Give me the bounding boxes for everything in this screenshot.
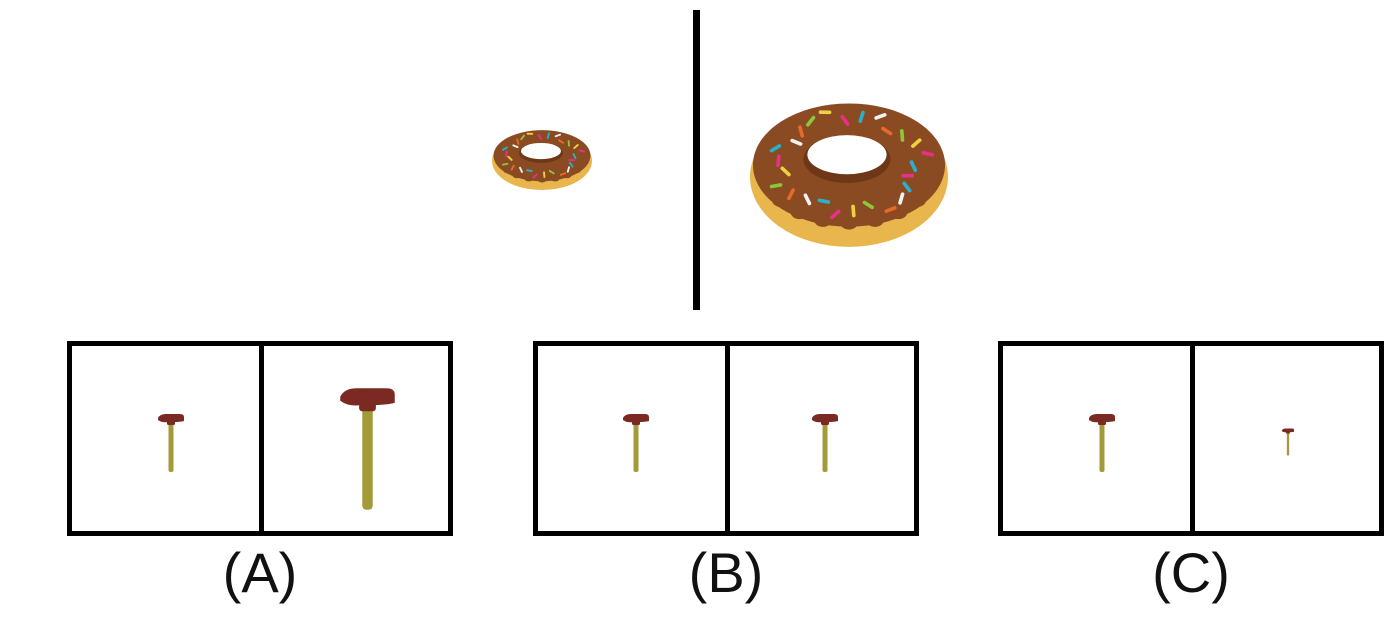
option-b-left-hammer-image [623,414,649,472]
option-c-label[interactable]: (C) [1152,541,1230,604]
option-c-left-hammer-image [1089,414,1115,472]
option-b-panel[interactable] [533,341,919,536]
option-b-left-cell [538,346,725,531]
option-a-left-cell [72,346,259,531]
option-a-label[interactable]: (A) [222,541,298,604]
option-b-label[interactable]: (B) [688,541,764,604]
option-c-right-hammer-image [1281,428,1295,456]
option-a-panel[interactable] [67,341,453,536]
option-c-right-cell [1195,346,1379,531]
small-donut-image [492,130,592,190]
option-c-left-cell [1003,346,1190,531]
reference-divider [693,10,700,310]
option-c-divider [1190,346,1195,531]
option-a-left-hammer-image [158,414,184,472]
large-donut-image [750,103,948,247]
option-b-divider [725,346,730,531]
option-a-divider [259,346,264,531]
option-c-panel[interactable] [998,341,1384,536]
option-b-right-cell [730,346,914,531]
option-a-right-hammer-image [340,388,395,510]
option-a-right-cell [264,346,448,531]
option-b-right-hammer-image [812,414,838,472]
